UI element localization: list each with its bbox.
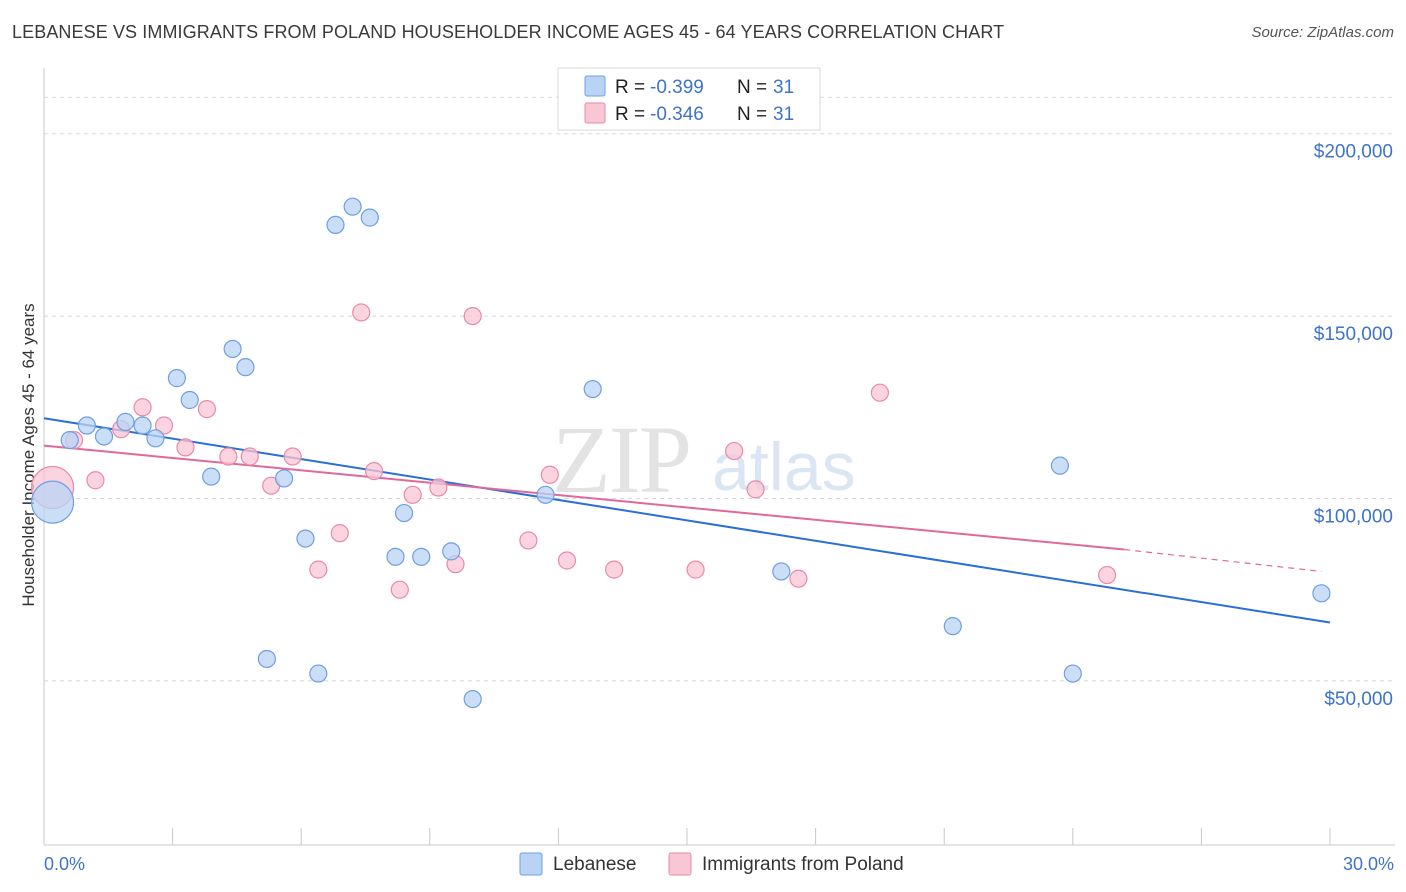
data-point-lebanese (274, 469, 294, 488)
data-point-lebanese (394, 503, 414, 523)
data-point-poland (686, 560, 705, 579)
data-point-lebanese (236, 358, 255, 377)
trend-line-lebanese (43, 417, 1331, 624)
data-point-poland (463, 306, 482, 326)
data-point-poland (197, 400, 216, 419)
data-point-lebanese (167, 369, 186, 388)
data-point-lebanese (442, 542, 461, 561)
data-point-lebanese (1050, 456, 1070, 475)
data-point-lebanese (94, 427, 114, 446)
x-ticks (43, 828, 1331, 845)
data-point-poland (789, 569, 808, 588)
data-points (30, 197, 1331, 709)
data-point-lebanese (1312, 584, 1331, 603)
legend-n-label-1: N = (737, 77, 772, 98)
data-point-lebanese (583, 379, 602, 399)
y-tick-label: $150,000 (1314, 324, 1393, 345)
data-point-poland (283, 447, 302, 466)
legend-swatch-poland (584, 102, 606, 124)
data-point-poland (519, 531, 538, 550)
x-tick-label-max: 30.0% (1343, 854, 1394, 874)
source-credit: Source: ZipAtlas.com (1251, 24, 1394, 41)
chart-title: LEBANESE VS IMMIGRANTS FROM POLAND HOUSE… (12, 22, 1005, 42)
data-point-lebanese (360, 208, 379, 227)
data-point-poland (86, 471, 105, 490)
data-point-lebanese (180, 390, 199, 410)
data-point-lebanese (146, 429, 165, 448)
gridlines (44, 96, 1395, 682)
data-point-lebanese (343, 197, 362, 216)
data-point-lebanese (412, 547, 431, 566)
data-point-lebanese (536, 485, 555, 504)
data-point-lebanese (116, 412, 135, 431)
data-point-lebanese (223, 339, 242, 359)
legend-r-label-1: R = (615, 77, 650, 98)
y-tick-labels: $50,000 $100,000 $150,000 $200,000 (1314, 142, 1393, 710)
axes (43, 68, 1395, 846)
y-tick-label: $200,000 (1314, 142, 1393, 163)
data-point-lebanese (133, 416, 152, 435)
data-point-lebanese (943, 617, 962, 636)
data-point-poland (403, 485, 422, 504)
data-point-poland (352, 303, 371, 322)
data-point-poland (364, 462, 384, 481)
data-point-lebanese (326, 215, 345, 235)
bottom-legend-label-lebanese: Lebanese (553, 854, 636, 875)
data-point-poland (219, 447, 238, 466)
legend-n-value-2: 31 (773, 104, 794, 125)
data-point-poland (557, 551, 577, 570)
watermark-zip: ZIP (552, 406, 690, 513)
data-point-lebanese (296, 529, 315, 548)
legend-r-label-2: R = (615, 104, 650, 125)
data-point-poland (309, 560, 328, 579)
watermark-atlas: atlas (712, 429, 856, 505)
bottom-legend-swatch-poland (668, 852, 692, 876)
trend-line-extension (1124, 548, 1322, 573)
data-point-poland (429, 478, 448, 497)
y-tick-label: $50,000 (1324, 689, 1393, 710)
legend-r-value-1: -0.399 (650, 77, 704, 98)
data-point-poland (725, 441, 744, 461)
legend-swatch-lebanese (584, 75, 606, 97)
top-legend: R = -0.399 N = 31 R = -0.346 N = 31 (557, 67, 821, 131)
legend-n-value-1: 31 (773, 77, 794, 98)
data-point-poland (154, 416, 174, 435)
bottom-legend-label-poland: Immigrants from Poland (702, 854, 904, 875)
data-point-lebanese (386, 547, 405, 566)
bottom-legend-swatch-lebanese (519, 852, 543, 876)
data-point-poland (133, 398, 152, 417)
y-tick-label: $100,000 (1314, 506, 1393, 527)
y-axis-label: Householder Income Ages 45 - 64 years (19, 303, 38, 606)
data-point-lebanese (1063, 664, 1082, 683)
data-point-lebanese (772, 562, 791, 581)
data-point-poland (746, 480, 765, 499)
data-point-lebanese (60, 431, 79, 450)
data-point-lebanese (463, 689, 482, 709)
data-point-poland (390, 580, 409, 599)
legend-r-value-2: -0.346 (650, 104, 704, 125)
bottom-legend: Lebanese Immigrants from Poland (519, 852, 904, 876)
data-point-poland (176, 438, 195, 457)
data-point-poland (605, 560, 624, 579)
data-point-lebanese (309, 664, 328, 683)
data-point-lebanese (257, 649, 277, 669)
x-tick-label-min: 0.0% (44, 854, 85, 874)
data-point-poland (240, 447, 259, 466)
data-point-poland (1097, 565, 1117, 585)
data-point-poland (540, 465, 559, 484)
data-point-poland (330, 524, 349, 543)
data-point-lebanese (30, 480, 75, 524)
data-point-lebanese (202, 467, 221, 486)
legend-n-label-2: N = (737, 104, 772, 125)
data-point-poland (870, 383, 890, 402)
data-point-lebanese (77, 416, 96, 435)
